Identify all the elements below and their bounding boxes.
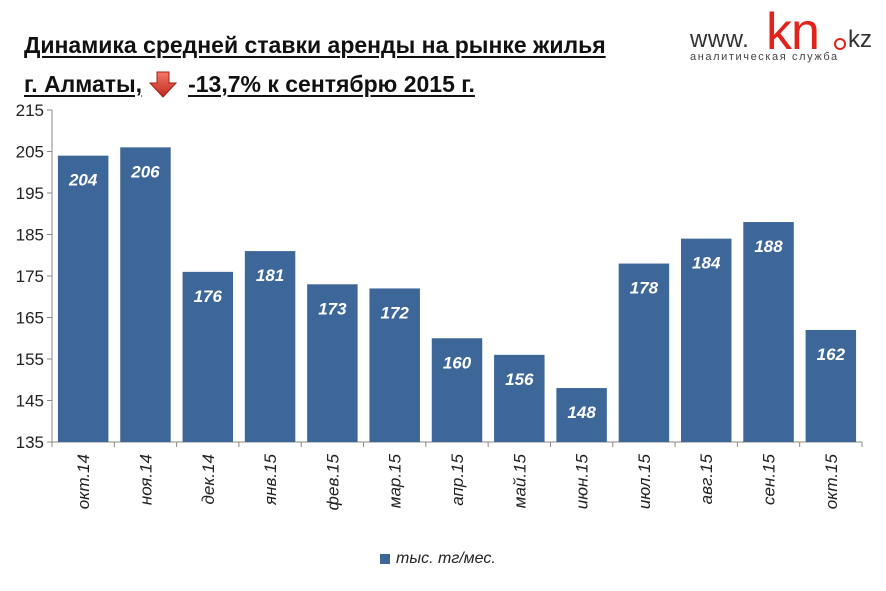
y-tick-label: 155 xyxy=(16,350,44,369)
bar-value-label: 206 xyxy=(130,162,160,181)
bar xyxy=(618,263,670,442)
bar-value-label: 156 xyxy=(505,370,534,389)
x-tick-label: июл.15 xyxy=(635,453,654,509)
bar-value-label: 176 xyxy=(194,287,223,306)
logo-subtitle: аналитическая служба xyxy=(690,51,839,63)
x-tick-label: дек.14 xyxy=(199,454,218,505)
kn-kz-logo[interactable]: www. kn kz аналитическая служба xyxy=(690,3,880,64)
x-tick-label: окт.14 xyxy=(74,454,93,509)
bar-value-label: 173 xyxy=(318,299,347,318)
bar-value-label: 204 xyxy=(68,171,98,190)
bar xyxy=(120,147,171,442)
logo-dot-icon xyxy=(834,38,846,50)
red-down-arrow-icon xyxy=(148,70,178,98)
bar-value-label: 184 xyxy=(692,254,721,273)
title-change: -13,7% к сентябрю 2015 г. xyxy=(188,70,475,97)
x-tick-label: сен.15 xyxy=(760,453,779,504)
x-tick-label: янв.15 xyxy=(261,453,280,505)
bar-value-label: 160 xyxy=(443,353,472,372)
y-tick-label: 165 xyxy=(16,309,44,328)
bar-value-label: 172 xyxy=(381,303,410,322)
legend-swatch xyxy=(380,554,390,564)
x-tick-label: май.15 xyxy=(510,453,529,508)
y-tick-label: 135 xyxy=(16,433,44,452)
bar xyxy=(57,155,109,442)
legend-label: тыс. тг/мес. xyxy=(396,550,496,567)
chart-legend: тыс. тг/мес. xyxy=(380,550,496,568)
bar xyxy=(805,329,857,442)
y-tick-label: 185 xyxy=(16,226,44,245)
logo-kz: kz xyxy=(848,26,872,53)
y-tick-label: 215 xyxy=(16,101,44,120)
x-tick-label: авг.15 xyxy=(697,453,716,504)
bar xyxy=(680,238,732,442)
logo-kn: kn xyxy=(766,3,820,61)
logo-www: www. xyxy=(690,26,750,53)
bar-value-label: 188 xyxy=(754,237,783,256)
bar xyxy=(369,288,420,442)
bar xyxy=(494,354,545,442)
bar-value-label: 148 xyxy=(567,403,596,422)
x-tick-label: июн.15 xyxy=(573,453,592,509)
y-tick-label: 175 xyxy=(16,267,44,286)
x-tick-label: фев.15 xyxy=(323,453,342,510)
chart-title-line1: Динамика средней ставки аренды на рынке … xyxy=(24,32,606,58)
bar xyxy=(244,251,296,442)
bar xyxy=(182,271,234,442)
bar xyxy=(556,388,607,442)
x-tick-label: ноя.14 xyxy=(136,454,155,505)
bar xyxy=(307,284,358,442)
x-tick-label: апр.15 xyxy=(448,453,467,505)
bar-value-label: 162 xyxy=(817,345,846,364)
title-city: г. Алматы, xyxy=(24,70,143,97)
y-tick-label: 195 xyxy=(16,184,44,203)
chart-title-line2: г. Алматы, -13,7% к сентябрю 2015 г. xyxy=(24,70,475,98)
bar-value-label: 181 xyxy=(256,266,284,285)
bar xyxy=(743,222,794,442)
x-tick-label: окт.15 xyxy=(822,453,841,509)
bar-value-label: 178 xyxy=(630,279,659,298)
x-tick-label: мар.15 xyxy=(386,453,405,508)
bar xyxy=(431,338,483,442)
y-tick-label: 205 xyxy=(16,143,44,162)
y-tick-label: 145 xyxy=(16,392,44,411)
